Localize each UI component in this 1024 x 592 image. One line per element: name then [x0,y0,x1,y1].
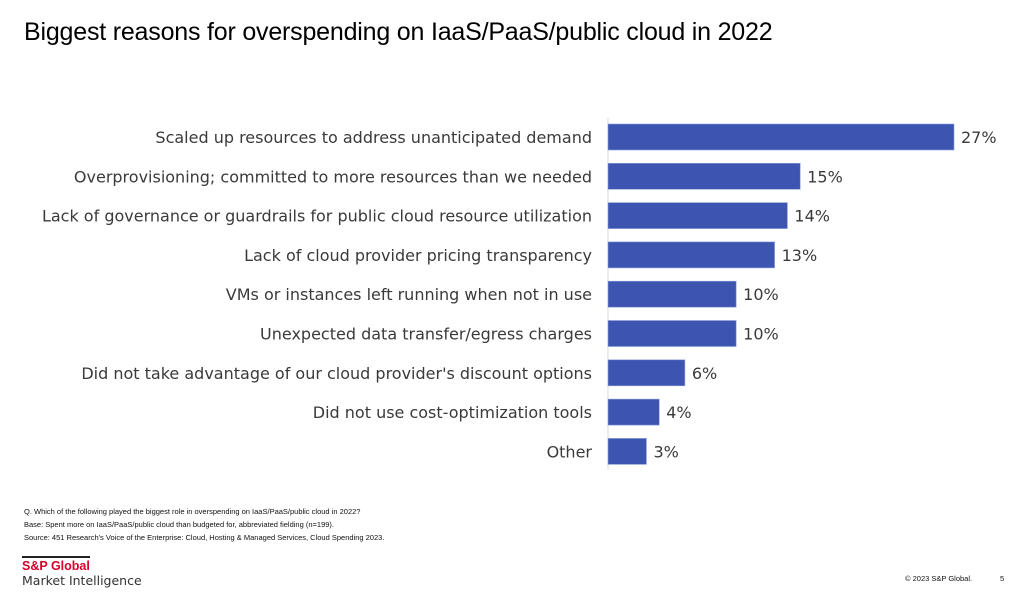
bar-row: Scaled up resources to address unanticip… [155,123,997,151]
bars-layer: Scaled up resources to address unanticip… [42,123,997,465]
footnotes: Q. Which of the following played the big… [24,505,384,544]
base-note: Base: Spent more on IaaS/PaaS/public clo… [24,520,335,529]
bar-row: Unexpected data transfer/egress charges 1… [260,320,779,347]
category-label: Unexpected data transfer/egress charges [260,325,592,344]
sp-global-logo: S&P Global Market Intelligence [22,556,142,588]
logo-subtitle: Market Intelligence [22,572,142,588]
value-label: 4% [666,403,691,422]
slide-title: Biggest reasons for overspending on IaaS… [24,18,773,46]
bar-row: Lack of governance or guardrails for pub… [42,202,830,229]
value-label: 27% [961,128,997,147]
value-label: 10% [743,325,779,344]
bar-row: Overprovisioning; committed to more reso… [74,163,843,190]
bar [607,202,788,229]
bar [607,280,737,308]
value-label: 3% [653,442,678,461]
bar [607,438,647,465]
bar [607,320,737,347]
bar-row: VMs or instances left running when not i… [226,280,779,308]
category-label: Lack of governance or guardrails for pub… [42,207,592,226]
bar [607,163,801,190]
value-label: 13% [782,246,818,265]
category-label: VMs or instances left running when not i… [226,285,592,304]
bar [607,398,660,426]
page-number: 5 [1000,574,1005,583]
value-label: 15% [807,167,843,186]
bar-row: Did not take advantage of our cloud prov… [81,359,717,387]
value-label: 10% [743,285,779,304]
category-label: Overprovisioning; committed to more reso… [74,167,592,186]
category-label: Did not take advantage of our cloud prov… [81,364,592,383]
bar [607,123,955,151]
value-label: 6% [692,364,717,383]
category-label: Other [547,442,593,461]
category-label: Did not use cost-optimization tools [313,403,592,422]
bar-row: Lack of cloud provider pricing transpare… [244,241,818,269]
bar [607,359,686,387]
category-label: Scaled up resources to address unanticip… [155,128,592,147]
bar-row: Did not use cost-optimization tools 4% [313,398,692,426]
category-label: Lack of cloud provider pricing transpare… [244,246,592,265]
logo-brand: S&P Global [22,558,90,573]
logo-rule [22,556,90,558]
value-label: 14% [794,207,830,226]
source-note: Source: 451 Research's Voice of the Ente… [24,533,385,542]
bar-row: Other 3% [547,438,679,465]
bar [607,241,775,269]
copyright: © 2023 S&P Global. [905,574,973,583]
question-note: Q. Which of the following played the big… [24,507,361,516]
